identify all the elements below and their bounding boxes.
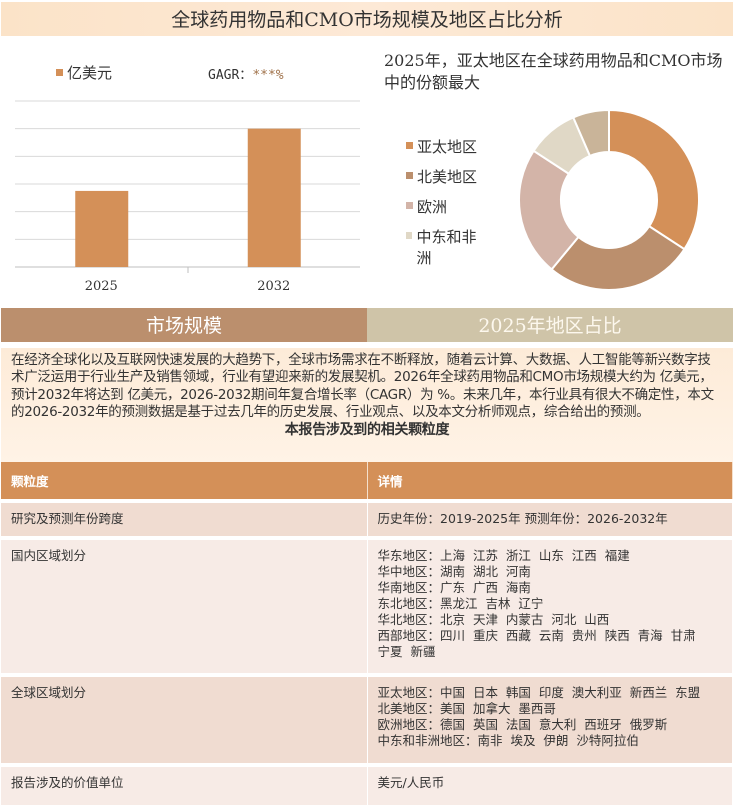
detail-line: 中东和非洲地区：南非 埃及 伊朗 沙特阿拉伯 bbox=[377, 733, 639, 748]
row-label: 研究及预测年份跨度 bbox=[1, 499, 368, 538]
bar-legend: 亿美元 bbox=[56, 62, 112, 83]
table-title: 本报告涉及到的相关颗粒度 bbox=[284, 421, 450, 438]
legend-label: 北美地区 bbox=[417, 168, 478, 186]
detail-line: 华东地区：上海 江苏 浙江 山东 江西 福建 bbox=[377, 548, 630, 563]
legend-swatch bbox=[406, 172, 413, 179]
table-header-row: 颗粒度 详情 bbox=[1, 462, 733, 501]
row-label: 全球区域划分 bbox=[1, 673, 368, 765]
legend-swatch bbox=[406, 202, 413, 209]
detail-line: 亚太地区：中国 日本 韩国 印度 澳大利亚 新西兰 东盟 bbox=[377, 685, 701, 700]
legend-item: 北美地区 bbox=[406, 166, 486, 196]
description-panel: 在经济全球化以及互联网快速发展的大趋势下，全球市场需求在不断释放，随着云计算、大… bbox=[1, 348, 733, 462]
legend-item: 亚太地区 bbox=[406, 136, 486, 166]
detail-line: 西部地区：四川 重庆 西藏 云南 贵州 陕西 青海 甘肃 bbox=[377, 628, 696, 643]
row-detail: 美元/人民币 bbox=[367, 763, 733, 805]
detail-line: 东北地区：黑龙江 吉林 辽宁 bbox=[377, 596, 544, 611]
tab-region-share[interactable]: 2025年地区占比 bbox=[367, 308, 733, 342]
table-row: 报告涉及的价值单位 美元/人民币 bbox=[1, 763, 733, 805]
detail-line: 美元/人民币 bbox=[377, 775, 445, 790]
row-detail: 华东地区：上海 江苏 浙江 山东 江西 福建 华中地区：湖南 湖北 河南 华南地区：… bbox=[367, 536, 733, 675]
row-detail: 历史年份：2019-2025年 预测年份：2026-2032年 bbox=[367, 499, 733, 538]
row-label: 国内区域划分 bbox=[1, 536, 368, 675]
legend-label: 欧洲 bbox=[417, 198, 448, 216]
legend-swatch bbox=[56, 69, 63, 76]
pie-legend: 亚太地区北美地区欧洲中东和非洲 bbox=[406, 136, 486, 267]
legend-item: 中东和非洲 bbox=[406, 226, 486, 267]
gagr-annotation: GAGR：***% bbox=[208, 64, 284, 83]
page-title: 全球药用物品和CMO市场规模及地区占比分析 bbox=[1, 2, 733, 36]
detail-line: 华北地区：北京 天津 内蒙古 河北 山西 bbox=[377, 612, 610, 627]
row-label: 报告涉及的价值单位 bbox=[1, 763, 368, 805]
table-row: 国内区域划分 华东地区：上海 江苏 浙江 山东 江西 福建 华中地区：湖南 湖北 河… bbox=[1, 536, 733, 675]
detail-line: 宁夏 新疆 bbox=[377, 644, 436, 659]
table-row: 研究及预测年份跨度 历史年份：2019-2025年 预测年份：2026-2032年 bbox=[1, 499, 733, 538]
detail-line: 北美地区：美国 加拿大 墨西哥 bbox=[377, 701, 556, 716]
column-header: 颗粒度 bbox=[1, 462, 368, 501]
pie-title: 2025年，亚太地区在全球药用物品和CMO市场中的份额最大 bbox=[384, 51, 723, 92]
legend-label: 亿美元 bbox=[67, 64, 113, 82]
donut-chart bbox=[518, 108, 700, 291]
detail-line: 欧洲地区：德国 英国 法国 意大利 西班牙 俄罗斯 bbox=[377, 717, 668, 732]
donut-slice bbox=[608, 108, 700, 251]
donut-slice bbox=[550, 224, 686, 291]
gagr-label: GAGR： bbox=[208, 68, 253, 83]
column-header: 详情 bbox=[367, 462, 733, 501]
legend-swatch bbox=[406, 232, 413, 239]
tab-market-size[interactable]: 市场规模 bbox=[1, 308, 367, 342]
legend-label: 中东和非洲 bbox=[416, 228, 477, 267]
x-tick-label: 2032 bbox=[257, 279, 290, 294]
x-tick-label: 2025 bbox=[85, 279, 118, 294]
detail-line: 历史年份：2019-2025年 预测年份：2026-2032年 bbox=[377, 511, 668, 526]
gagr-value: ***% bbox=[252, 68, 284, 83]
bar-2032 bbox=[247, 128, 301, 267]
section-tabs: 市场规模 2025年地区占比 bbox=[1, 308, 733, 342]
table-row: 全球区域划分 亚太地区：中国 日本 韩国 印度 澳大利亚 新西兰 东盟 北美地区：美… bbox=[1, 673, 733, 765]
row-detail: 亚太地区：中国 日本 韩国 印度 澳大利亚 新西兰 东盟 北美地区：美国 加拿大 … bbox=[367, 673, 733, 765]
detail-line: 华南地区：广东 广西 海南 bbox=[377, 580, 531, 595]
donut-slice bbox=[571, 108, 610, 158]
bar-chart: 2025 2032 bbox=[15, 100, 360, 294]
legend-label: 亚太地区 bbox=[417, 138, 478, 156]
bar-2025 bbox=[75, 190, 129, 267]
legend-swatch bbox=[406, 142, 413, 149]
legend-item: 欧洲 bbox=[406, 196, 486, 226]
description-text: 在经济全球化以及互联网快速发展的大趋势下，全球市场需求在不断释放，随着云计算、大… bbox=[11, 352, 714, 421]
detail-line: 华中地区：湖南 湖北 河南 bbox=[377, 564, 531, 579]
granularity-table: 颗粒度 详情 研究及预测年份跨度 历史年份：2019-2025年 预测年份：202… bbox=[1, 462, 733, 805]
